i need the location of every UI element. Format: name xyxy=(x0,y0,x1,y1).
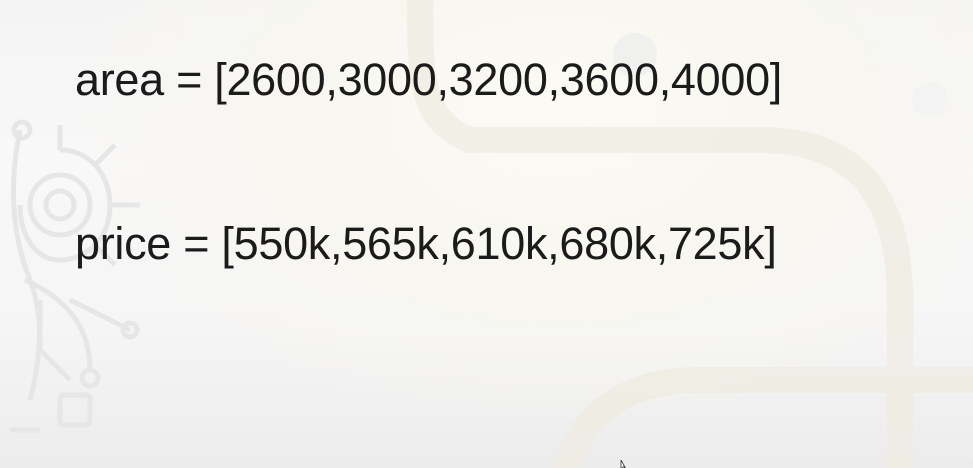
mouse-pointer-icon xyxy=(620,460,626,468)
brain-circuit-icon xyxy=(10,119,140,433)
area-array-line: area = [2600,3000,3200,3600,4000] xyxy=(75,54,783,105)
python-eye-icon xyxy=(613,33,657,77)
price-array-line: price = [550k,565k,610k,680k,725k] xyxy=(75,218,777,269)
python-logo-icon xyxy=(407,0,973,468)
